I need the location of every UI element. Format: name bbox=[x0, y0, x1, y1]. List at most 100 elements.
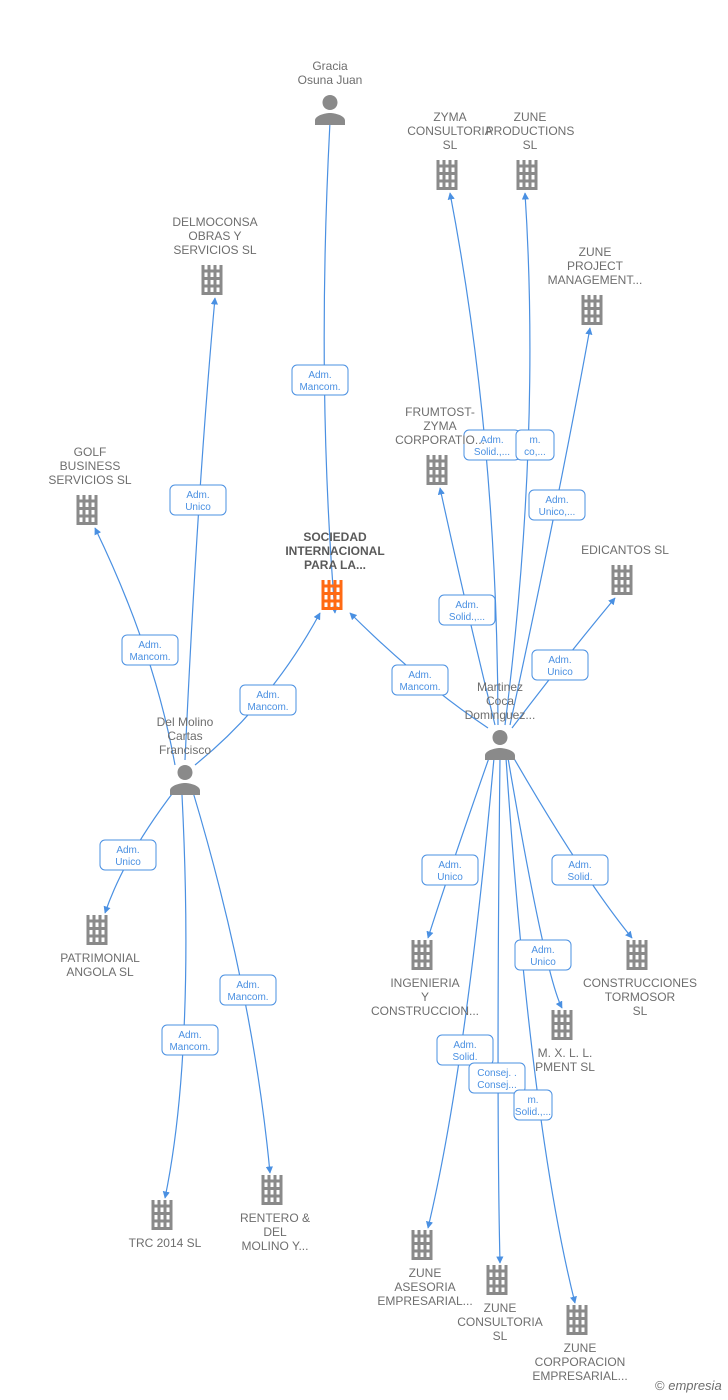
edge-label-text: Solid.,... bbox=[515, 1107, 551, 1118]
node-constorm[interactable]: CONSTRUCCIONESTORMOSORSL bbox=[583, 940, 697, 1018]
edge-label-text: Mancom. bbox=[129, 652, 170, 663]
node-label: DELMOCONSA bbox=[172, 215, 257, 229]
node-label: CORPORACION bbox=[535, 1355, 626, 1369]
node-label: ZUNE bbox=[579, 245, 612, 259]
node-label: SOCIEDAD bbox=[303, 530, 367, 544]
edge-label-text: Solid. bbox=[452, 1052, 477, 1063]
node-label: CONSULTORIA bbox=[407, 124, 493, 138]
node-label: EMPRESARIAL... bbox=[377, 1294, 472, 1308]
node-label: Gracia bbox=[312, 59, 348, 73]
edge-label-text: Solid.,... bbox=[449, 612, 485, 623]
edge-label-text: Adm. bbox=[568, 860, 591, 871]
edge-label-text: m. bbox=[529, 435, 540, 446]
edge-label-text: Adm. bbox=[531, 945, 554, 956]
node-label: Martinez bbox=[477, 680, 523, 694]
node-golf[interactable]: GOLFBUSINESSSERVICIOS SL bbox=[48, 445, 131, 525]
building-icon bbox=[412, 1230, 433, 1260]
node-label: BUSINESS bbox=[60, 459, 121, 473]
node-zunecorp[interactable]: ZUNECORPORACIONEMPRESARIAL... bbox=[532, 1305, 627, 1383]
node-label: ANGOLA SL bbox=[66, 965, 134, 979]
node-mxll[interactable]: M. X. L. L.PMENT SL bbox=[535, 1010, 595, 1074]
edge-label-text: Adm. bbox=[308, 370, 331, 381]
edge-label-text: Solid. bbox=[567, 872, 592, 883]
edge-label-text: Unico bbox=[185, 502, 211, 513]
node-label: SL bbox=[443, 138, 458, 152]
node-label: DEL bbox=[263, 1225, 287, 1239]
node-label: PMENT SL bbox=[535, 1060, 595, 1074]
edge-label-text: Mancom. bbox=[169, 1042, 210, 1053]
node-gracia[interactable]: GraciaOsuna Juan bbox=[298, 59, 363, 125]
building-icon bbox=[77, 495, 98, 525]
edge-label-text: Adm. bbox=[186, 490, 209, 501]
node-label: Osuna Juan bbox=[298, 73, 363, 87]
edge-label-text: Unico bbox=[115, 857, 141, 868]
node-label: PROJECT bbox=[567, 259, 624, 273]
edge-label-text: Adm. bbox=[548, 655, 571, 666]
building-icon bbox=[152, 1200, 173, 1230]
edge-label-text: Unico bbox=[530, 957, 556, 968]
node-martinez[interactable]: MartinezCocaDominguez... bbox=[465, 680, 536, 760]
building-icon bbox=[612, 565, 633, 595]
node-zuneprod[interactable]: ZUNEPRODUCTIONSSL bbox=[486, 110, 575, 190]
edge-label-text: Mancom. bbox=[247, 702, 288, 713]
node-label: M. X. L. L. bbox=[538, 1046, 593, 1060]
node-trc[interactable]: TRC 2014 SL bbox=[129, 1200, 202, 1250]
node-zunease[interactable]: ZUNEASESORIAEMPRESARIAL... bbox=[377, 1230, 472, 1308]
edge-label-text: m. bbox=[527, 1095, 538, 1106]
building-icon bbox=[322, 580, 343, 610]
node-label: SERVICIOS SL bbox=[48, 473, 131, 487]
node-label: PARA LA... bbox=[304, 558, 366, 572]
node-central[interactable]: SOCIEDADINTERNACIONALPARA LA... bbox=[285, 530, 384, 610]
node-label: SERVICIOS SL bbox=[173, 243, 256, 257]
node-label: GOLF bbox=[74, 445, 107, 459]
building-icon bbox=[582, 295, 603, 325]
node-label: Y bbox=[421, 990, 429, 1004]
person-icon bbox=[170, 765, 200, 795]
node-label: SL bbox=[633, 1004, 648, 1018]
node-label: PRODUCTIONS bbox=[486, 124, 575, 138]
node-frumtost[interactable]: FRUMTOST-ZYMACORPORATIO... bbox=[395, 405, 485, 485]
edge-label-text: Mancom. bbox=[399, 682, 440, 693]
building-icon bbox=[517, 160, 538, 190]
edge-martinez-zunecons bbox=[498, 758, 500, 1263]
node-label: EDICANTOS SL bbox=[581, 543, 669, 557]
edge-label-text: Unico bbox=[547, 667, 573, 678]
edge-label-text: Unico,... bbox=[539, 507, 576, 518]
node-label: ZUNE bbox=[564, 1341, 597, 1355]
node-label: ZUNE bbox=[514, 110, 547, 124]
node-label: ZYMA bbox=[433, 110, 466, 124]
node-delmoco[interactable]: DELMOCONSAOBRAS YSERVICIOS SL bbox=[172, 215, 257, 295]
building-icon bbox=[437, 160, 458, 190]
node-zyma[interactable]: ZYMACONSULTORIASL bbox=[407, 110, 493, 190]
building-icon bbox=[567, 1305, 588, 1335]
building-icon bbox=[627, 940, 648, 970]
node-ingen[interactable]: INGENIERIAYCONSTRUCCION... bbox=[371, 940, 479, 1018]
node-label: ZUNE bbox=[484, 1301, 517, 1315]
node-label: CORPORATIO... bbox=[395, 433, 485, 447]
edge-label-text: Consej. . bbox=[477, 1068, 516, 1079]
node-label: FRUMTOST- bbox=[405, 405, 475, 419]
building-icon bbox=[427, 455, 448, 485]
node-label: CONSTRUCCIONES bbox=[583, 976, 697, 990]
building-icon bbox=[262, 1175, 283, 1205]
person-icon bbox=[485, 730, 515, 760]
node-label: MOLINO Y... bbox=[242, 1239, 309, 1253]
node-label: SL bbox=[523, 138, 538, 152]
edge-label-text: Mancom. bbox=[299, 382, 340, 393]
node-label: CONSTRUCCION... bbox=[371, 1004, 479, 1018]
person-icon bbox=[315, 95, 345, 125]
node-rentero[interactable]: RENTERO &DELMOLINO Y... bbox=[240, 1175, 310, 1253]
node-edicant[interactable]: EDICANTOS SL bbox=[581, 543, 669, 595]
node-label: TRC 2014 SL bbox=[129, 1236, 202, 1250]
edge-label-text: Adm. bbox=[138, 640, 161, 651]
edge-label-text: Adm. bbox=[438, 860, 461, 871]
node-zunepm[interactable]: ZUNEPROJECTMANAGEMENT... bbox=[548, 245, 643, 325]
edge-label-text: Solid.,... bbox=[474, 447, 510, 458]
network-diagram: Adm.Mancom.Adm.UnicoAdm.Mancom.Adm.Manco… bbox=[0, 0, 728, 1400]
edge-label-text: Consej... bbox=[477, 1080, 516, 1091]
node-label: PATRIMONIAL bbox=[60, 951, 140, 965]
node-label: RENTERO & bbox=[240, 1211, 310, 1225]
node-patrim[interactable]: PATRIMONIALANGOLA SL bbox=[60, 915, 140, 979]
node-delmolino[interactable]: Del MolinoCartasFrancisco bbox=[157, 715, 214, 795]
edge-martinez-constorm bbox=[512, 755, 632, 938]
